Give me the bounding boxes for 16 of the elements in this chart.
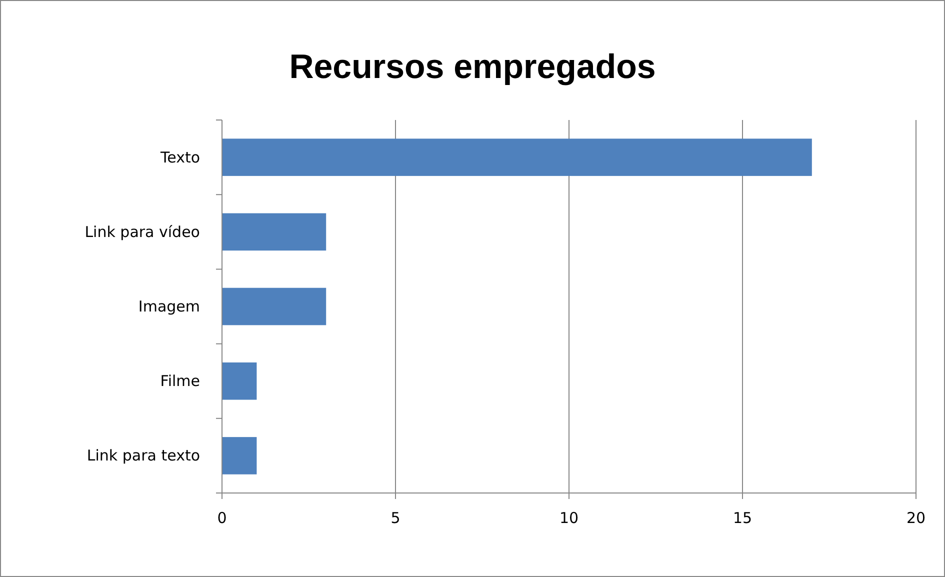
x-tick-label: 20 <box>906 509 926 527</box>
y-tick-label: Texto <box>159 148 200 166</box>
chart-title: Recursos empregados <box>289 48 656 86</box>
bar <box>222 213 326 251</box>
x-tick-label: 5 <box>390 509 400 527</box>
bar <box>222 138 812 176</box>
y-tick-label: Imagem <box>138 298 200 316</box>
bar <box>222 437 257 474</box>
x-tick-label: 15 <box>732 509 752 527</box>
x-tick-label: 10 <box>559 509 579 527</box>
x-tick-label: 0 <box>217 509 227 527</box>
y-tick-label: Link para vídeo <box>84 222 200 241</box>
y-tick-label: Filme <box>160 372 200 390</box>
y-tick-label: Link para texto <box>86 446 200 465</box>
bar <box>222 362 257 400</box>
bar <box>222 288 326 326</box>
